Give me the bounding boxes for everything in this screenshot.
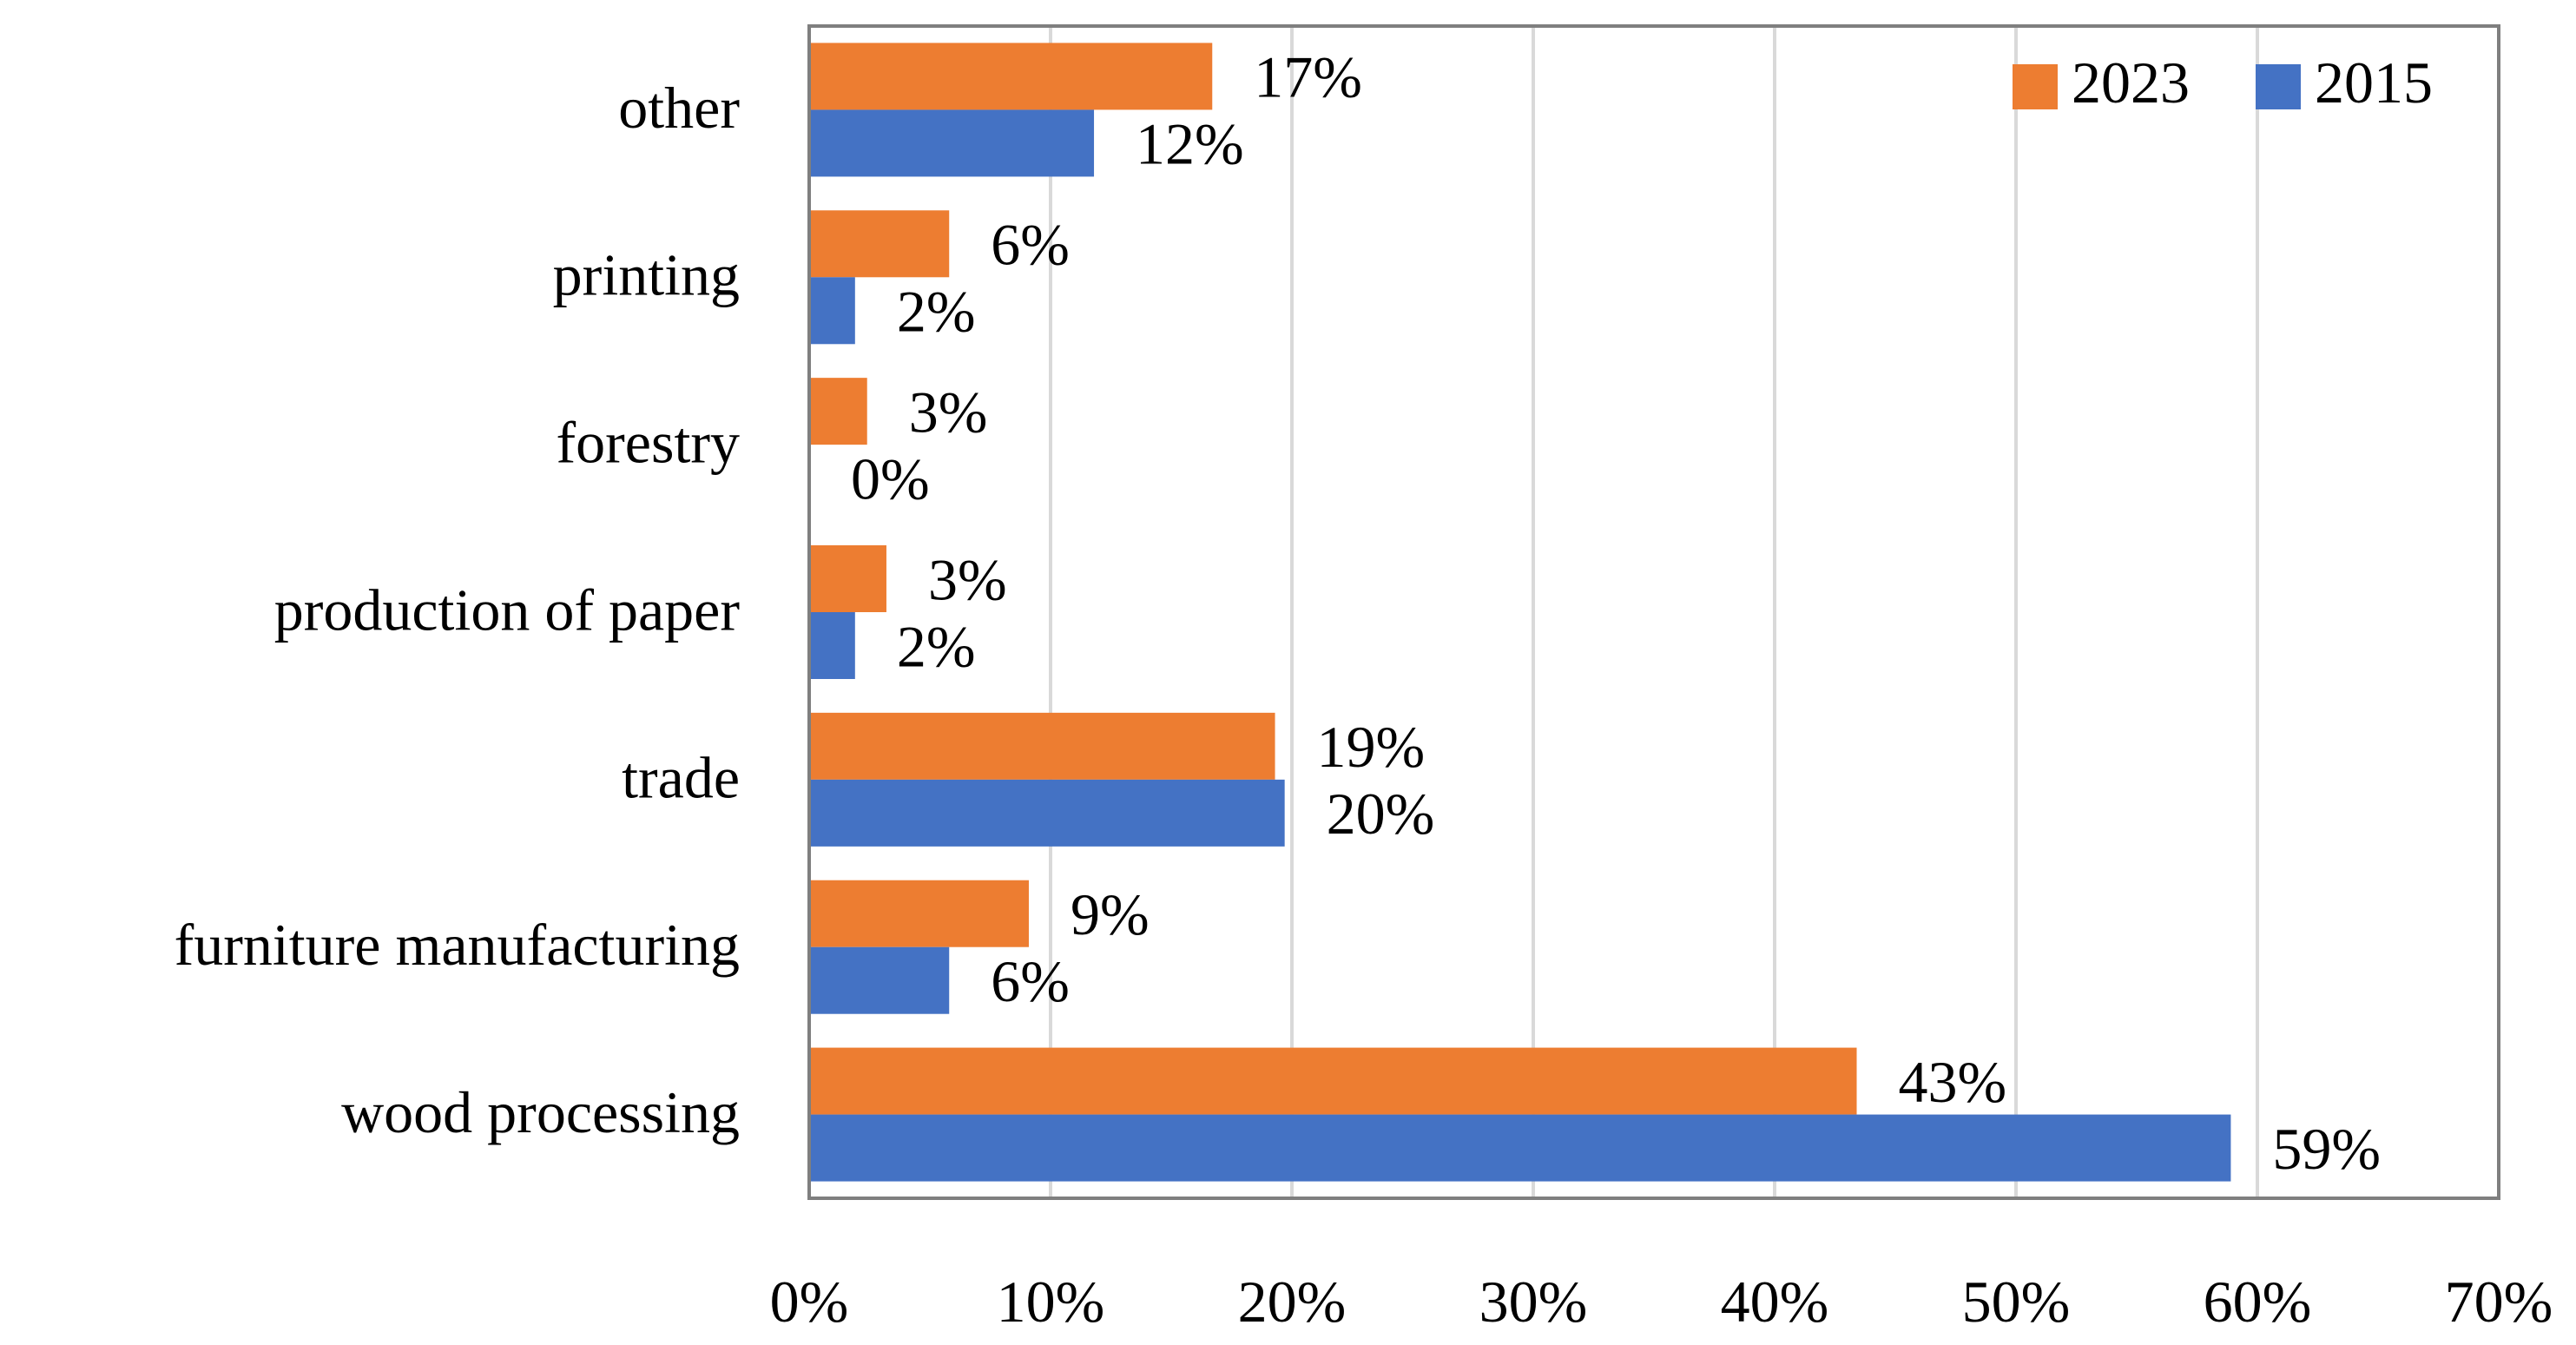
data-label-2015: 2% (897, 613, 976, 679)
bar-2023-furniture-manufacturing (809, 880, 1029, 947)
category-label: printing (553, 242, 740, 308)
data-label-2015: 6% (991, 948, 1070, 1014)
data-label-2023: 3% (909, 379, 988, 445)
bar-2015-wood-processing (809, 1114, 2231, 1182)
x-tick-label: 10% (997, 1269, 1105, 1335)
bar-2023-trade (809, 712, 1275, 780)
category-labels: wood processing furniture manufacturing tr… (175, 75, 741, 1145)
legend-label-2023: 2023 (2072, 49, 2190, 115)
data-label-2023: 6% (991, 212, 1070, 278)
data-label-2015: 12% (1136, 111, 1244, 177)
data-label-2023: 43% (1899, 1049, 2007, 1115)
data-label-2023: 9% (1071, 881, 1150, 947)
gridlines (1049, 26, 2259, 1198)
legend-swatch-2023 (2013, 64, 2058, 109)
data-label-2015: 20% (1327, 781, 1435, 847)
bar-2023-wood-processing (809, 1047, 1857, 1115)
category-label: trade (622, 744, 740, 810)
x-tick-label: 40% (1721, 1269, 1829, 1335)
bar-2023-other (809, 43, 1213, 110)
bar-2023-forestry (809, 378, 867, 445)
data-label-2023: 3% (928, 546, 1007, 612)
bar-2023-production-of-paper (809, 545, 886, 612)
category-label: other (618, 75, 740, 141)
x-tick-label: 50% (1962, 1269, 2071, 1335)
x-tick-label: 30% (1479, 1269, 1588, 1335)
data-label-2015: 2% (897, 279, 976, 345)
category-label: wood processing (341, 1079, 740, 1145)
x-tick-label: 0% (770, 1269, 849, 1335)
data-labels: 43%59%9%6%19%20%3%2%3%0%6%2%17%12% (851, 44, 2381, 1182)
data-label-2015: 59% (2272, 1116, 2381, 1182)
legend: 2023 2015 (2013, 49, 2433, 115)
bars (809, 43, 2231, 1182)
bar-2015-printing (809, 277, 855, 345)
category-label: production of paper (274, 577, 741, 643)
data-label-2015: 0% (851, 445, 930, 511)
data-label-2023: 17% (1254, 44, 1362, 110)
data-label-2023: 19% (1317, 714, 1426, 780)
bar-2023-printing (809, 210, 950, 278)
bar-2015-trade (809, 779, 1285, 847)
bar-2015-production-of-paper (809, 612, 855, 679)
category-label: forestry (557, 410, 740, 476)
legend-swatch-2015 (2256, 64, 2301, 109)
category-label: furniture manufacturing (175, 912, 740, 978)
x-tick-label: 60% (2204, 1269, 2312, 1335)
plot-frame (807, 24, 2500, 1200)
legend-label-2015: 2015 (2315, 49, 2433, 115)
x-axis-ticks: 0% 10% 20% 30% 40% 50% 60% 70% (770, 1269, 2553, 1335)
bar-2015-furniture-manufacturing (809, 946, 950, 1014)
x-tick-label: 20% (1238, 1269, 1347, 1335)
plot-area-border (807, 24, 2500, 1200)
x-tick-label: 70% (2445, 1269, 2553, 1335)
bar-2015-other (809, 109, 1095, 177)
